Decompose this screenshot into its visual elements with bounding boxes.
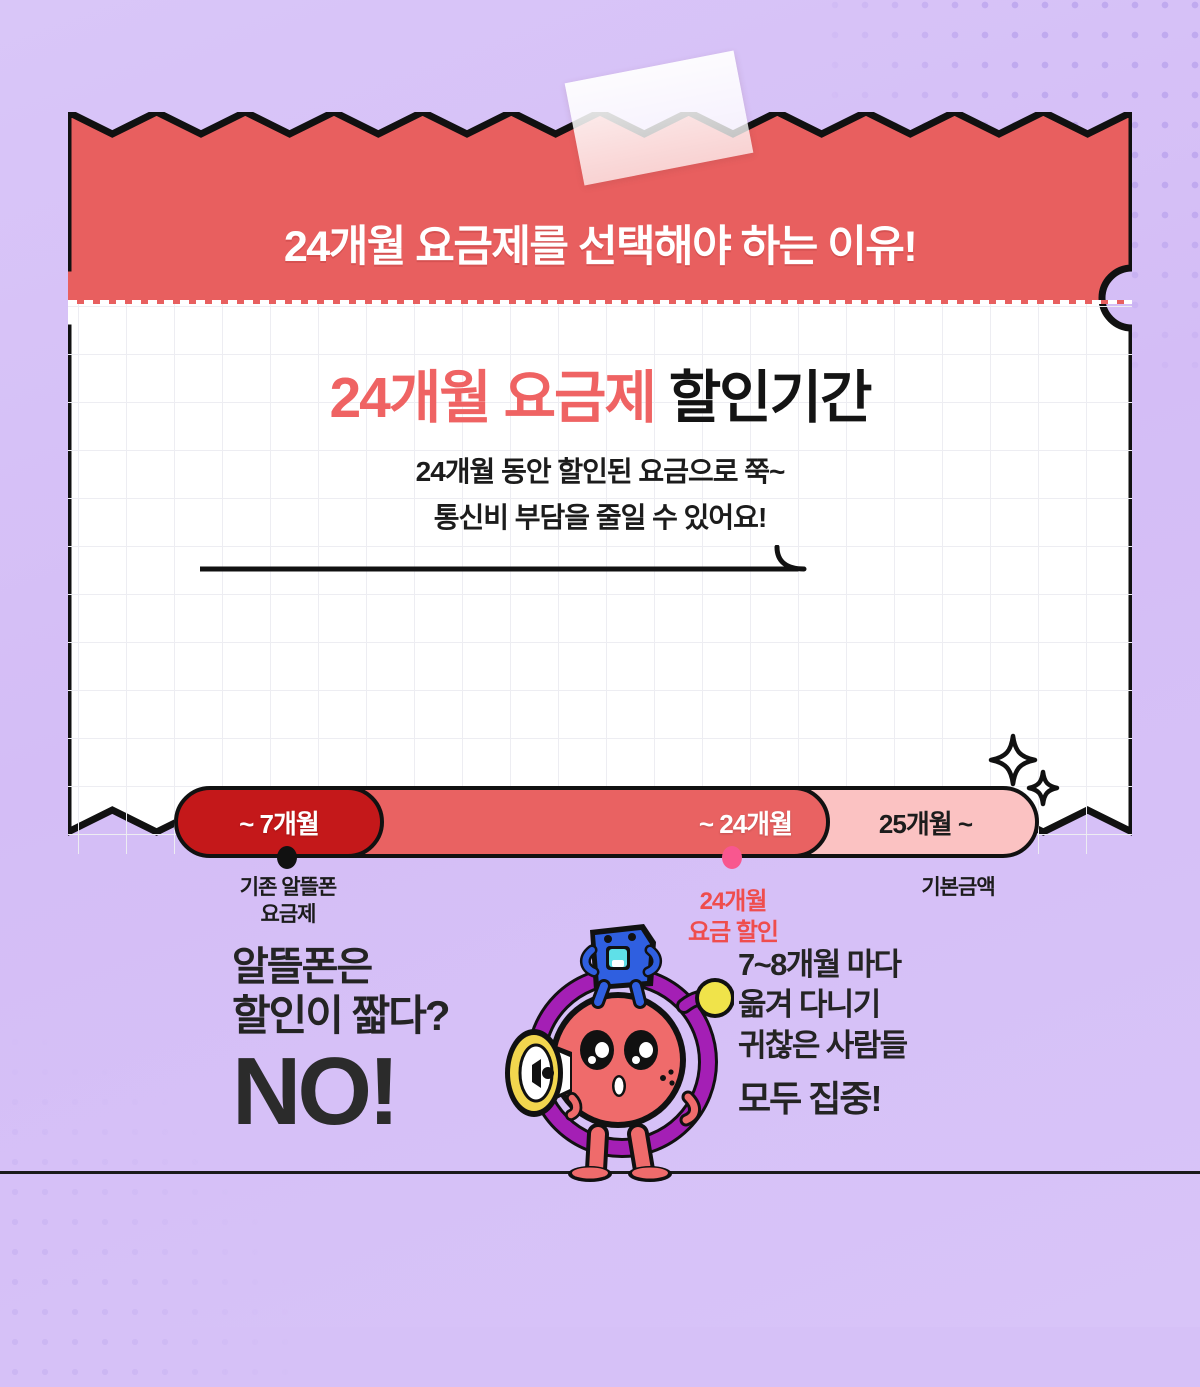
right-copy-line-1: 7~8개월 마다 xyxy=(738,947,902,982)
subtitle-line-2: 통신비 부담을 줄일 수 있어요! xyxy=(433,502,768,533)
discount-timeline: 25개월 ~ ~ 24개월 ~ 7개월 xyxy=(174,786,1039,858)
perforation-line xyxy=(68,300,1132,304)
timeline-segment-initial-label: ~ 7개월 xyxy=(239,808,320,839)
left-copy-block: 알뜰폰은 할인이 짧다? NO! xyxy=(232,945,451,1145)
timeline-bracket-rule xyxy=(200,545,807,572)
right-copy-line-3: 귀찮은 사람들 xyxy=(738,1027,908,1063)
timeline-caption-left-line1: 기존 알뜰폰 xyxy=(239,876,337,899)
timeline-caption-discount-line2: 요금 할인 xyxy=(688,918,779,946)
timeline-caption-discount: 24개월 요금 할인 xyxy=(633,887,833,948)
subtitle-line-1: 24개월 동안 할인된 요금으로 쭉~ xyxy=(415,456,786,487)
ticket-header-band: 24개월 요금제를 선택해야 하는 이유! xyxy=(68,112,1132,300)
timeline-caption-right: 기본금액 xyxy=(858,875,1058,902)
left-copy-line-2: 할인이 짧다? xyxy=(232,991,451,1039)
timeline-segment-discount: ~ 24개월 xyxy=(324,786,830,858)
timeline-discount-end-marker xyxy=(722,846,742,869)
main-heading-highlight: 24개월 요금제 xyxy=(329,366,656,430)
timeline-caption-discount-line1: 24개월 xyxy=(699,888,768,915)
main-heading-rest: 할인기간 xyxy=(654,366,873,430)
main-heading: 24개월 요금제 할인기간 xyxy=(68,352,1132,434)
timeline-segment-discount-label: ~ 24개월 xyxy=(698,808,793,839)
sparkle-icon xyxy=(988,733,1060,807)
right-copy-line-2: 옮겨 다니기 xyxy=(738,987,881,1023)
timeline-segment-initial: ~ 7개월 xyxy=(174,786,384,858)
timeline-caption-left-line2: 요금제 xyxy=(260,902,317,926)
timeline-caption-right-line1: 기본금액 xyxy=(921,876,995,899)
mascot-character xyxy=(505,924,734,1182)
header-title: 24개월 요금제를 선택해야 하는 이유! xyxy=(283,223,918,271)
bottom-section: 알뜰폰은 할인이 짧다? NO! xyxy=(0,880,1200,1210)
right-copy-block: 7~8개월 마다 옮겨 다니기 귀찮은 사람들 모두 집중! xyxy=(738,945,908,1123)
left-copy-line-1: 알뜰폰은 xyxy=(232,945,373,989)
right-copy-cta: 모두 집중! xyxy=(738,1077,882,1119)
graph-paper-grid xyxy=(68,300,1132,854)
timeline-segment-after-label: 25개월 ~ xyxy=(878,808,973,839)
timeline-start-marker xyxy=(277,846,297,869)
left-copy-no: NO! xyxy=(232,1037,400,1145)
ticket-card: 24개월 요금제를 선택해야 하는 이유! 24개월 요금제 할인기간 24개월… xyxy=(68,50,1132,946)
timeline-caption-left: 기존 알뜰폰 요금제 xyxy=(188,875,388,929)
ticket-body: 24개월 요금제 할인기간 24개월 동안 할인된 요금으로 쭉~ 통신비 부담… xyxy=(68,300,1132,946)
